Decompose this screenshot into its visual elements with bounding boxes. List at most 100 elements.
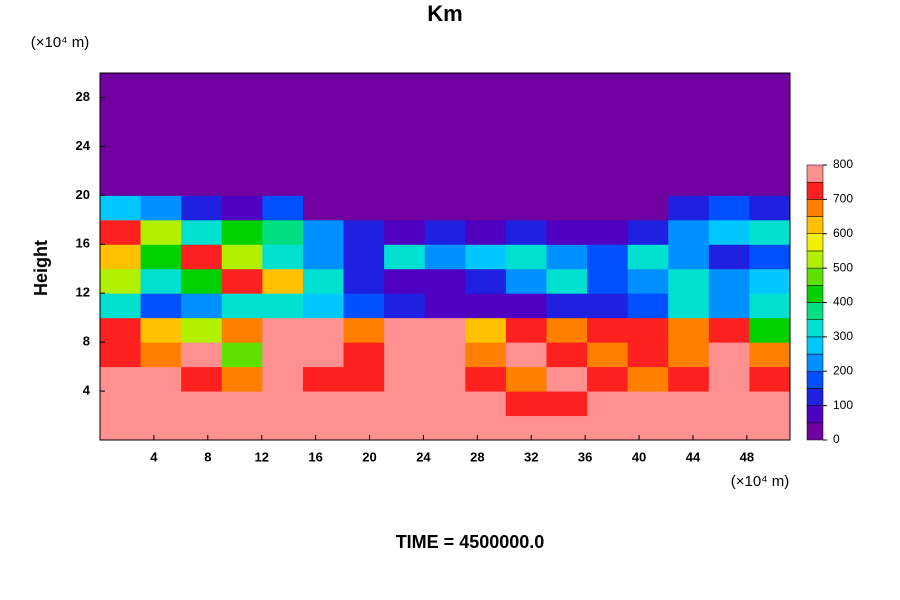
x-tick-label: 16 (308, 449, 322, 464)
heat-cell (749, 268, 791, 294)
heat-cell (505, 268, 547, 294)
heat-cell (262, 97, 304, 123)
heat-cell (627, 293, 669, 319)
heat-cell (708, 195, 750, 221)
heat-cell (384, 219, 426, 245)
heat-cell (343, 415, 385, 441)
colorbar-label: 500 (833, 260, 853, 274)
heat-cell (262, 268, 304, 294)
heat-cell (384, 268, 426, 294)
heat-cell (587, 268, 629, 294)
heat-cell (587, 366, 629, 392)
heat-cell (546, 195, 588, 221)
heat-cell (546, 293, 588, 319)
heat-cell (587, 97, 629, 123)
colorbar-label: 700 (833, 192, 853, 206)
heat-cell (627, 170, 669, 196)
heat-cell (302, 391, 345, 417)
heat-cell (587, 391, 629, 417)
heat-cell (302, 342, 345, 368)
heat-cell (221, 73, 263, 98)
heat-cell (181, 73, 223, 98)
heat-cell (587, 415, 629, 441)
colorbar-box (806, 285, 824, 303)
heat-cell (424, 170, 466, 196)
heat-cell (100, 317, 142, 343)
x-tick-label: 32 (524, 449, 538, 464)
heat-cell (546, 219, 588, 245)
heat-cell (749, 342, 791, 368)
heat-cell (465, 244, 507, 270)
heat-cell (140, 415, 182, 441)
heat-cell (505, 317, 547, 343)
heat-cell (262, 415, 304, 441)
heat-cell (221, 219, 263, 245)
heat-cell (668, 317, 710, 343)
heat-cell (587, 219, 629, 245)
heat-cell (424, 97, 466, 123)
heat-cell (546, 97, 588, 123)
heat-cell (262, 317, 304, 343)
heat-cell (140, 97, 182, 123)
heat-cell (424, 195, 466, 221)
heat-cell (668, 97, 710, 123)
heat-cell (100, 73, 142, 98)
colorbar-box (806, 302, 824, 320)
heat-cell (546, 342, 588, 368)
heat-cell (181, 317, 223, 343)
heat-cell (749, 293, 791, 319)
heat-cell (708, 244, 750, 270)
heat-cell (221, 293, 263, 319)
heat-cell (262, 73, 304, 98)
heat-cell (708, 415, 750, 441)
heat-cell (221, 121, 263, 147)
heat-cell (221, 342, 263, 368)
heat-cell (627, 268, 669, 294)
heat-cell (749, 244, 791, 270)
heat-cell (749, 317, 791, 343)
heat-cell (181, 366, 223, 392)
x-tick-label: 8 (204, 449, 211, 464)
heat-cell (100, 293, 142, 319)
heat-cell (465, 415, 507, 441)
y-tick-label: 12 (76, 285, 90, 300)
x-tick-label: 24 (416, 449, 431, 464)
heat-cell (384, 146, 426, 172)
heat-cell (140, 73, 182, 98)
heat-cell (384, 317, 426, 343)
heat-cell (668, 170, 710, 196)
colorbar-box (806, 216, 824, 234)
heat-cell (384, 366, 426, 392)
heat-cell (221, 415, 263, 441)
heat-cell (668, 415, 710, 441)
x-tick-label: 4 (150, 449, 158, 464)
heat-cell (181, 97, 223, 123)
heat-cell (465, 146, 507, 172)
x-unit: (×10⁴ m) (731, 473, 790, 490)
x-tick-label: 48 (740, 449, 754, 464)
heat-cell (708, 97, 750, 123)
heat-cell (465, 219, 507, 245)
heat-cell (627, 73, 669, 98)
heat-cell (424, 391, 466, 417)
y-tick-label: 8 (83, 334, 90, 349)
heat-cell (302, 219, 345, 245)
heat-cell (302, 317, 345, 343)
heat-cell (627, 97, 669, 123)
x-tick-label: 44 (686, 449, 701, 464)
heat-cell (668, 391, 710, 417)
heat-cell (302, 170, 345, 196)
heat-cell (749, 97, 791, 123)
heat-cell (708, 366, 750, 392)
heat-cell (100, 366, 142, 392)
heat-cell (424, 268, 466, 294)
x-tick-label: 40 (632, 449, 646, 464)
heat-cell (140, 293, 182, 319)
heat-cell (505, 244, 547, 270)
heat-cell (140, 170, 182, 196)
heat-cell (343, 170, 385, 196)
heat-cell (627, 219, 669, 245)
heat-cell (587, 342, 629, 368)
heat-cell (343, 268, 385, 294)
heat-cell (424, 244, 466, 270)
